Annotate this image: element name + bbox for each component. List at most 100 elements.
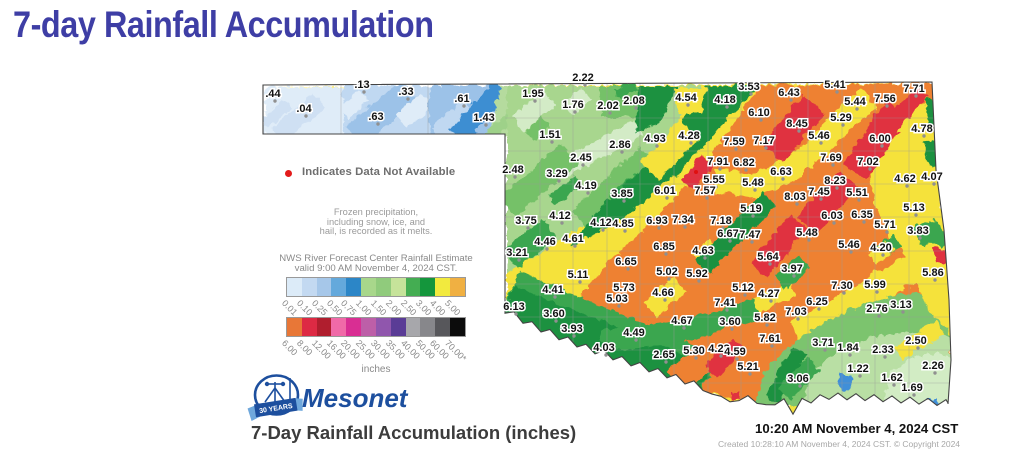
svg-text:6.85: 6.85 [653,241,674,253]
svg-text:7.34: 7.34 [672,214,694,226]
svg-text:6.01: 6.01 [654,185,675,197]
svg-text:5.03: 5.03 [606,293,627,305]
svg-text:.33: .33 [398,86,413,98]
svg-text:3.13: 3.13 [890,299,911,311]
svg-text:4.54: 4.54 [675,92,697,104]
svg-text:4.28: 4.28 [678,130,699,142]
svg-text:7.18: 7.18 [710,215,731,227]
svg-text:5.82: 5.82 [754,312,775,324]
svg-text:7.56: 7.56 [874,93,895,105]
svg-text:7.30: 7.30 [831,280,852,292]
svg-text:7.61: 7.61 [759,333,780,345]
svg-text:3.75: 3.75 [515,215,536,227]
svg-text:4.12: 4.12 [549,210,570,222]
svg-text:5.12: 5.12 [732,282,753,294]
svg-text:5.64: 5.64 [757,251,779,263]
svg-text:4.23: 4.23 [708,343,729,355]
svg-text:5.29: 5.29 [830,112,851,124]
svg-text:2.33: 2.33 [872,344,893,356]
svg-text:5.48: 5.48 [742,177,763,189]
svg-text:7.71: 7.71 [903,83,924,95]
svg-text:8.03: 8.03 [784,191,805,203]
svg-text:2.26: 2.26 [922,360,943,372]
svg-text:3.93: 3.93 [561,323,582,335]
svg-text:7.02: 7.02 [857,156,878,168]
svg-text:4.18: 4.18 [714,94,735,106]
svg-text:3.85: 3.85 [611,188,632,200]
svg-text:6.93: 6.93 [646,215,667,227]
svg-text:6.82: 6.82 [733,157,754,169]
svg-text:6.65: 6.65 [615,256,636,268]
svg-text:7.69: 7.69 [820,152,841,164]
svg-text:4.66: 4.66 [652,287,673,299]
svg-text:2.02: 2.02 [597,100,618,112]
svg-text:5.02: 5.02 [656,266,677,278]
svg-text:6.67: 6.67 [717,228,738,240]
svg-text:Mesonet: Mesonet [302,383,409,413]
svg-text:7.17: 7.17 [753,135,774,147]
svg-text:4.93: 4.93 [644,133,665,145]
svg-text:5.86: 5.86 [922,267,943,279]
svg-text:5.44: 5.44 [844,96,866,108]
svg-text:4.78: 4.78 [911,123,932,135]
svg-text:7.91: 7.91 [707,156,728,168]
svg-text:4.07: 4.07 [921,171,942,183]
svg-text:4.19: 4.19 [575,180,596,192]
svg-text:5.51: 5.51 [846,187,867,199]
svg-text:1.62: 1.62 [881,372,902,384]
svg-text:.13: .13 [354,79,369,91]
svg-text:6.03: 6.03 [821,210,842,222]
svg-text:1.76: 1.76 [562,99,583,111]
svg-text:3.71: 3.71 [812,337,833,349]
svg-text:3.06: 3.06 [787,373,808,385]
svg-text:7.03: 7.03 [785,306,806,318]
svg-text:4.27: 4.27 [758,288,779,300]
svg-text:2.48: 2.48 [502,164,523,176]
svg-text:4.63: 4.63 [692,245,713,257]
svg-text:1.95: 1.95 [522,88,543,100]
svg-text:6.25: 6.25 [806,296,827,308]
svg-text:6.00: 6.00 [869,133,890,145]
svg-text:1.43: 1.43 [473,112,494,124]
svg-text:.61: .61 [454,93,469,105]
svg-text:5.48: 5.48 [796,227,817,239]
svg-text:6.10: 6.10 [748,107,769,119]
svg-text:5.73: 5.73 [613,282,634,294]
svg-text:1.22: 1.22 [847,363,868,375]
svg-text:7.45: 7.45 [808,186,829,198]
svg-text:2.65: 2.65 [653,349,674,361]
svg-text:5.46: 5.46 [808,130,829,142]
svg-text:4.12: 4.12 [590,217,611,229]
svg-text:4.67: 4.67 [671,315,692,327]
svg-text:1.84: 1.84 [837,342,859,354]
svg-text:5.41: 5.41 [824,79,845,91]
svg-text:3.60: 3.60 [719,316,740,328]
svg-text:2.76: 2.76 [866,303,887,315]
svg-text:5.30: 5.30 [683,345,704,357]
svg-text:2.45: 2.45 [570,152,591,164]
svg-text:5.92: 5.92 [686,268,707,280]
svg-text:3.97: 3.97 [781,263,802,275]
svg-text:7.59: 7.59 [723,136,744,148]
svg-text:3.83: 3.83 [907,225,928,237]
svg-text:7.47: 7.47 [739,229,760,241]
svg-text:5.11: 5.11 [568,269,589,281]
svg-text:4.49: 4.49 [623,327,644,339]
svg-text:4.61: 4.61 [562,233,583,245]
svg-text:5.46: 5.46 [838,239,859,251]
svg-text:3.29: 3.29 [546,168,567,180]
svg-text:2.08: 2.08 [623,95,644,107]
svg-text:2.86: 2.86 [609,139,630,151]
svg-text:1.69: 1.69 [901,382,922,394]
svg-text:1.51: 1.51 [539,129,560,141]
svg-text:.63: .63 [368,111,383,123]
svg-text:6.35: 6.35 [851,209,872,221]
svg-text:5.71: 5.71 [874,219,895,231]
svg-text:8.45: 8.45 [786,118,807,130]
svg-text:6.13: 6.13 [503,301,524,313]
svg-text:4.62: 4.62 [894,173,915,185]
svg-text:3.21: 3.21 [506,247,527,259]
svg-text:4.59: 4.59 [724,346,745,358]
svg-text:2.50: 2.50 [905,335,926,347]
svg-text:7.57: 7.57 [694,185,715,197]
